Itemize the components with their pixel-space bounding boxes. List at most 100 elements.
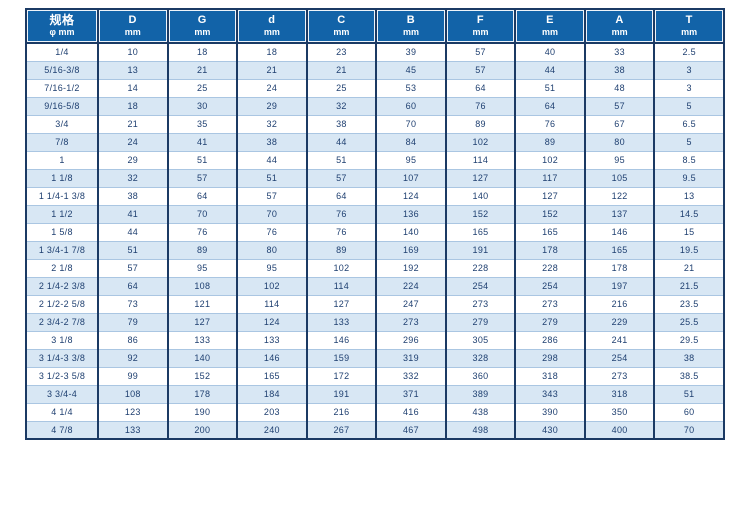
value-cell: 122 [583,186,655,205]
value-cell: 328 [444,348,516,367]
value-cell: 32 [236,114,307,133]
value-cell: 3 [653,60,724,79]
value-cell: 13 [653,186,724,205]
spec-cell: 1 1/4-1 3/8 [25,186,98,205]
value-cell: 102 [514,150,585,169]
column-label: E [546,14,554,26]
value-cell: 89 [514,132,585,151]
value-cell: 9.5 [653,168,724,187]
value-cell: 190 [166,402,238,421]
value-cell: 102 [305,258,377,277]
value-cell: 15 [653,222,724,241]
value-cell: 247 [375,294,446,313]
value-cell: 191 [444,240,516,259]
column-unit: mm [542,27,559,37]
value-cell: 33 [583,43,655,61]
value-cell: 254 [583,348,655,367]
value-cell: 38 [305,114,377,133]
value-cell: 229 [583,312,655,331]
value-cell: 48 [583,78,655,97]
value-cell: 133 [166,330,238,349]
table-row: 3 1/2-3 5/8 99 152 165 172 332 360 318 273 38.5 [25,366,724,385]
spec-cell: 1 1/8 [25,168,98,187]
value-cell: 5 [653,132,724,151]
value-cell: 124 [236,312,307,331]
value-cell: 60 [653,402,724,421]
value-cell: 152 [166,366,238,385]
column-unit: mm [472,27,489,37]
value-cell: 21 [97,114,168,133]
value-cell: 19.5 [653,240,724,259]
value-cell: 70 [236,204,307,223]
value-cell: 216 [305,402,377,421]
value-cell: 133 [305,312,377,331]
spec-cell: 1 3/4-1 7/8 [25,240,98,259]
table-row: 2 1/2-2 5/8 73 121 114 127 247 273 273 216 23.5 [25,294,724,313]
value-cell: 2.5 [653,43,724,61]
table-row: 1 3/4-1 7/8 51 89 80 89 169 191 178 165 19.5 [25,240,724,259]
value-cell: 32 [97,168,168,187]
value-cell: 18 [97,96,168,115]
value-cell: 95 [583,150,655,169]
value-cell: 14 [97,78,168,97]
spec-cell: 2 3/4-2 7/8 [25,312,98,331]
value-cell: 114 [236,294,307,313]
column-unit: mm [681,27,698,37]
value-cell: 57 [305,168,377,187]
value-cell: 44 [305,132,377,151]
column-unit: mm [263,27,280,37]
value-cell: 159 [305,348,377,367]
value-cell: 140 [375,222,446,241]
value-cell: 89 [444,114,516,133]
value-cell: 57 [583,96,655,115]
value-cell: 51 [514,78,585,97]
value-cell: 73 [97,294,168,313]
value-cell: 400 [583,420,655,439]
value-cell: 286 [514,330,585,349]
value-cell: 21 [653,258,724,277]
spec-cell: 3 1/2-3 5/8 [25,366,98,385]
value-cell: 76 [236,222,307,241]
column-label: C [337,14,346,26]
table-row: 2 1/4-2 3/8 64 108 102 114 224 254 254 197 21.5 [25,276,724,295]
value-cell: 45 [375,60,446,79]
value-cell: 44 [97,222,168,241]
value-cell: 92 [97,348,168,367]
spec-cell: 1 [25,150,98,169]
value-cell: 343 [514,384,585,403]
value-cell: 184 [236,384,307,403]
value-cell: 18 [236,43,307,61]
table-row: 2 3/4-2 7/8 79 127 124 133 273 279 279 229 25.5 [25,312,724,331]
value-cell: 390 [514,402,585,421]
value-cell: 216 [583,294,655,313]
value-cell: 127 [444,168,516,187]
value-cell: 76 [305,204,377,223]
value-cell: 165 [583,240,655,259]
value-cell: 152 [444,204,516,223]
column-label: A [615,14,624,26]
value-cell: 21.5 [653,276,724,295]
value-cell: 99 [97,366,168,385]
spec-cell: 3 3/4-4 [25,384,98,403]
value-cell: 64 [444,78,516,97]
value-cell: 95 [375,150,446,169]
value-cell: 127 [166,312,238,331]
column-label: D [128,14,137,26]
value-cell: 318 [583,384,655,403]
column-unit: φ mm [49,27,75,37]
table-row: 1 1/8 32 57 51 57 107 127 117 105 9.5 [25,168,724,187]
value-cell: 57 [236,186,307,205]
value-cell: 67 [583,114,655,133]
value-cell: 273 [375,312,446,331]
value-cell: 273 [583,366,655,385]
value-cell: 70 [375,114,446,133]
value-cell: 389 [444,384,516,403]
value-cell: 178 [166,384,238,403]
value-cell: 228 [444,258,516,277]
value-cell: 38 [97,186,168,205]
value-cell: 21 [236,60,307,79]
value-cell: 332 [375,366,446,385]
